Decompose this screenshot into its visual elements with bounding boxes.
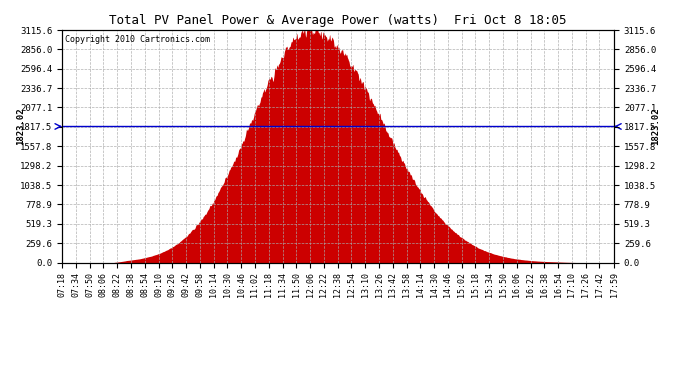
Text: Copyright 2010 Cartronics.com: Copyright 2010 Cartronics.com <box>65 34 210 44</box>
Text: 1823.02: 1823.02 <box>651 108 660 145</box>
Text: 1823.02: 1823.02 <box>16 108 26 145</box>
Title: Total PV Panel Power & Average Power (watts)  Fri Oct 8 18:05: Total PV Panel Power & Average Power (wa… <box>109 15 567 27</box>
